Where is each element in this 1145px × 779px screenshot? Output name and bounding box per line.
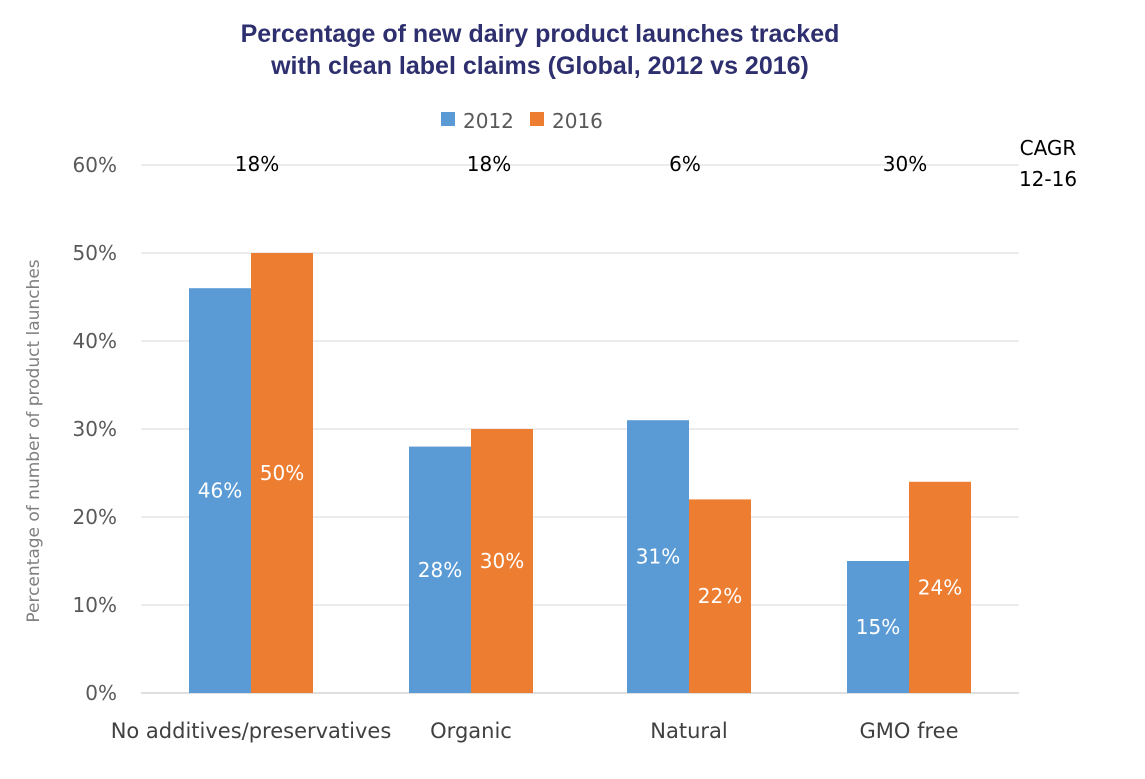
bar-2012-0 (189, 288, 251, 693)
data-label-2012-0: 46% (198, 479, 242, 503)
bar-2012-2 (627, 420, 689, 693)
y-axis-label: Percentage of number of product launches (24, 259, 44, 622)
cagr-value: 18% (235, 152, 279, 176)
legend-swatch-2012 (441, 112, 455, 126)
chart-title-line-1: Percentage of new dairy product launches… (240, 20, 840, 48)
bar-2012-1 (409, 446, 471, 693)
cagr-value: 18% (467, 152, 511, 176)
data-label-2016-1: 30% (480, 549, 524, 573)
category-label: No additives/preservatives (111, 719, 392, 743)
legend-swatch-2016 (530, 112, 544, 126)
legend-label-2012: 2012 (463, 109, 514, 133)
chart-title: Percentage of new dairy product launches… (0, 18, 1080, 82)
category-label: GMO free (859, 719, 958, 743)
category-label: Natural (650, 719, 727, 743)
cagr-header-line-1: CAGR (1020, 136, 1077, 160)
y-tick-label: 30% (73, 417, 117, 441)
data-label-2016-3: 24% (918, 575, 962, 599)
cagr-value: 6% (669, 152, 701, 176)
y-tick-label: 40% (73, 329, 117, 353)
bar-2016-1 (471, 429, 533, 693)
chart-title-line-2: with clean label claims (Global, 2012 vs… (271, 52, 809, 80)
y-tick-label: 20% (73, 505, 117, 529)
data-label-2016-0: 50% (260, 461, 304, 485)
y-tick-label: 50% (73, 241, 117, 265)
y-tick-label: 60% (73, 153, 117, 177)
legend: 2012 2016 (441, 109, 603, 133)
cagr-header-line-2: 12-16 (1019, 167, 1077, 191)
legend-label-2016: 2016 (552, 109, 603, 133)
bar-2016-2 (689, 499, 751, 693)
category-label: Organic (430, 719, 512, 743)
bar-2016-3 (909, 481, 971, 693)
labels: 0% 10% 20% 30% 40% 50% 60% Percentage of number… (24, 136, 1077, 743)
bar-2016-0 (251, 253, 313, 693)
bars (189, 253, 971, 693)
data-label-2012-1: 28% (418, 558, 462, 582)
y-tick-label: 0% (85, 681, 117, 705)
y-tick-label: 10% (73, 593, 117, 617)
data-label-2012-3: 15% (856, 615, 900, 639)
cagr-value: 30% (883, 152, 927, 176)
data-label-2016-2: 22% (698, 584, 742, 608)
bar-2012-3 (847, 561, 909, 693)
data-label-2012-2: 31% (636, 545, 680, 569)
